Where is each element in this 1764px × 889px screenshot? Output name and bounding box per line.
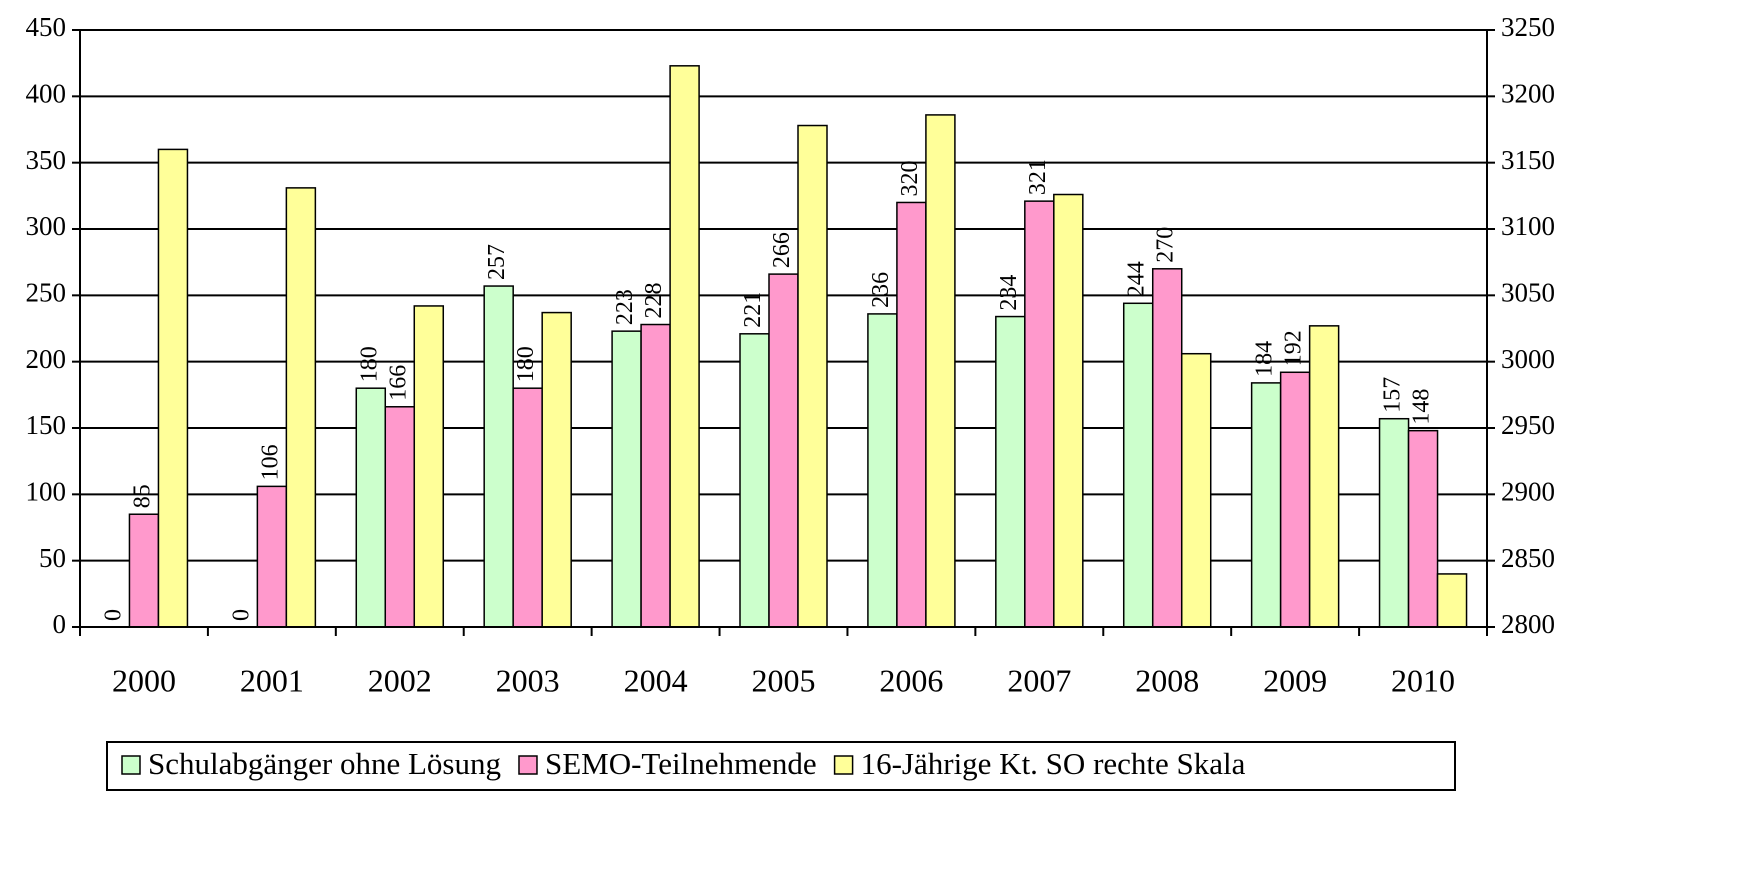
bar xyxy=(925,114,956,628)
legend-swatch xyxy=(121,755,141,775)
x-tick-label: 2009 xyxy=(1263,662,1327,698)
bar xyxy=(995,315,1026,628)
bar xyxy=(1053,193,1084,628)
data-label: 321 xyxy=(1025,159,1051,195)
data-label: 192 xyxy=(1281,330,1307,366)
y2-tick-label: 2900 xyxy=(1501,477,1555,507)
data-label: 157 xyxy=(1380,377,1406,413)
x-tick-label: 2004 xyxy=(624,662,688,698)
bar xyxy=(867,313,898,628)
data-label: 234 xyxy=(996,275,1022,311)
bar xyxy=(1279,371,1311,628)
data-label: 320 xyxy=(897,160,923,196)
bar xyxy=(512,387,543,628)
x-tick-label: 2003 xyxy=(496,662,560,698)
y2-tick-label: 3000 xyxy=(1501,344,1555,374)
bar xyxy=(1250,382,1282,628)
bar xyxy=(1180,352,1212,628)
x-tick-label: 2006 xyxy=(879,662,943,698)
y2-tick-label: 2950 xyxy=(1501,410,1555,440)
data-label: 221 xyxy=(740,292,766,328)
y2-tick-label: 2850 xyxy=(1501,543,1555,573)
bar xyxy=(640,323,671,628)
bar xyxy=(611,330,642,628)
x-tick-label: 2002 xyxy=(368,662,432,698)
data-label: 85 xyxy=(129,484,155,508)
data-label: 270 xyxy=(1153,227,1179,263)
legend-label: 16-Jährige Kt. SO rechte Skala xyxy=(861,746,1246,781)
bar xyxy=(1151,268,1183,628)
bar xyxy=(1407,429,1439,628)
bar xyxy=(541,311,572,628)
y2-tick-label: 3150 xyxy=(1501,145,1555,175)
y-tick-label: 50 xyxy=(39,543,66,573)
data-label: 0 xyxy=(100,609,126,621)
bar xyxy=(669,65,700,628)
data-label: 180 xyxy=(513,346,539,382)
data-label: 257 xyxy=(484,244,510,280)
y-tick-label: 250 xyxy=(26,278,67,308)
legend-swatch xyxy=(518,755,538,775)
y-tick-label: 350 xyxy=(26,145,67,175)
legend-label: SEMO-Teilnehmende xyxy=(545,746,817,781)
bar xyxy=(483,285,514,628)
y2-tick-label: 3250 xyxy=(1501,12,1555,42)
y2-tick-label: 3200 xyxy=(1501,79,1555,109)
y-tick-label: 0 xyxy=(53,609,67,639)
data-label: 184 xyxy=(1252,341,1278,377)
bar xyxy=(1024,200,1055,628)
bar xyxy=(355,387,387,628)
data-label: 180 xyxy=(356,346,382,382)
data-label: 166 xyxy=(385,365,411,401)
data-label: 266 xyxy=(769,232,795,268)
bar xyxy=(739,333,770,628)
x-tick-label: 2007 xyxy=(1007,662,1071,698)
bar xyxy=(384,406,416,628)
y2-tick-label: 3100 xyxy=(1501,211,1555,241)
bar xyxy=(768,273,799,628)
y-tick-label: 100 xyxy=(26,477,67,507)
bar xyxy=(1436,573,1468,628)
data-label: 106 xyxy=(257,444,283,480)
data-label: 236 xyxy=(868,272,894,308)
bar xyxy=(285,187,317,628)
x-tick-label: 2008 xyxy=(1135,662,1199,698)
bar xyxy=(256,485,288,628)
x-tick-label: 2001 xyxy=(240,662,304,698)
data-label: 223 xyxy=(612,289,638,325)
y2-tick-label: 2800 xyxy=(1501,609,1555,639)
x-tick-label: 2010 xyxy=(1391,662,1455,698)
y-tick-label: 200 xyxy=(26,344,67,374)
bar xyxy=(1378,417,1410,628)
bar xyxy=(1122,302,1154,628)
data-label: 148 xyxy=(1409,389,1435,425)
bar xyxy=(896,201,927,628)
legend-label: Schulabgänger ohne Lösung xyxy=(148,746,501,781)
y-tick-label: 450 xyxy=(26,12,67,42)
bar xyxy=(157,148,189,628)
y2-tick-label: 3050 xyxy=(1501,278,1555,308)
data-label: 0 xyxy=(228,609,254,621)
data-label: 244 xyxy=(1124,261,1150,297)
legend-box xyxy=(106,741,1456,791)
legend-swatch xyxy=(833,755,854,775)
bar xyxy=(128,513,160,628)
y-tick-label: 400 xyxy=(26,79,67,109)
data-label: 228 xyxy=(641,283,667,319)
bar xyxy=(797,124,828,628)
x-tick-label: 2005 xyxy=(752,662,816,698)
y-tick-label: 150 xyxy=(26,410,67,440)
bar xyxy=(1308,325,1340,628)
y-tick-label: 300 xyxy=(26,211,67,241)
bar xyxy=(413,305,445,628)
x-tick-label: 2000 xyxy=(112,662,176,698)
